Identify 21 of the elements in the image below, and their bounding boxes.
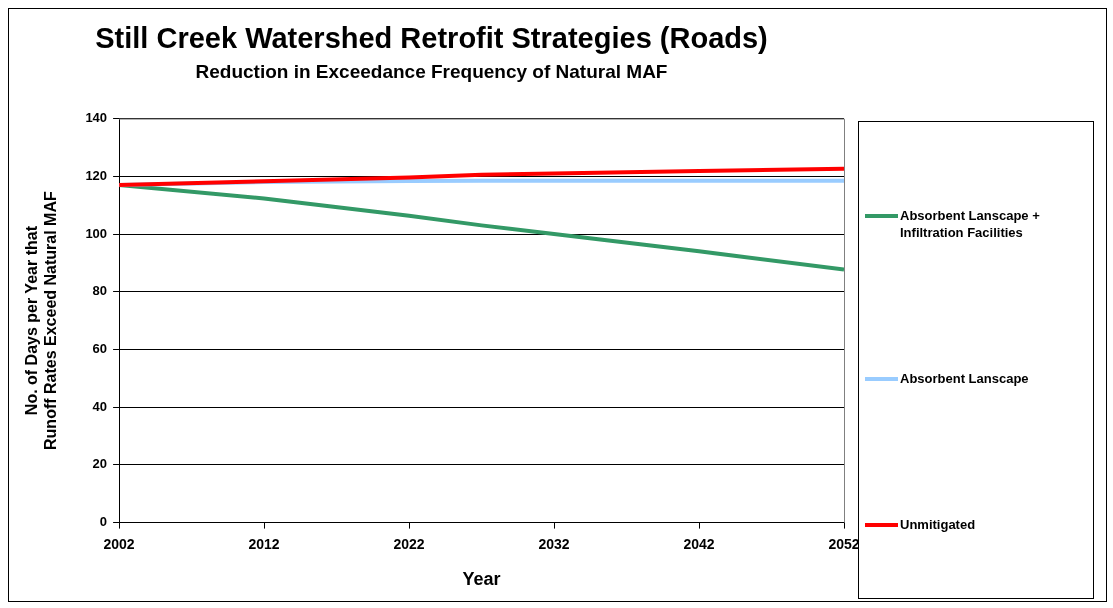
legend-label: Unmitigated — [900, 516, 977, 534]
legend-label: Absorbent Lanscape + Infiltration Facilities — [900, 206, 1041, 241]
x-tick-label: 2012 — [248, 535, 280, 552]
x-tick-label: 2042 — [683, 535, 715, 552]
x-tick-label: 2022 — [393, 535, 425, 552]
y-tick-label: 20 — [92, 456, 108, 472]
chart-title: Still Creek Watershed Retrofit Strategies (Roads) — [95, 22, 768, 55]
y-tick-label: 100 — [85, 225, 108, 241]
y-tick-label: 120 — [85, 167, 108, 183]
y-tick-label: 0 — [99, 514, 108, 530]
x-axis-title: Year — [462, 569, 501, 590]
y-tick-label: 80 — [92, 283, 108, 299]
y-tick-label: 60 — [92, 341, 108, 357]
legend-label: Absorbent Lanscape — [900, 370, 1030, 387]
x-tick-label: 2032 — [538, 535, 570, 552]
y-tick-label: 40 — [92, 398, 108, 414]
chart-subtitle: Reduction in Exceedance Frequency of Natural MAF — [195, 61, 668, 83]
y-tick-label: 140 — [85, 110, 108, 126]
y-axis-title: No. of Days per Year that Runoff Rates Exceed Natural MAF — [23, 191, 60, 450]
x-tick-label: 2002 — [103, 535, 135, 552]
x-tick-label: 2052 — [828, 535, 860, 552]
